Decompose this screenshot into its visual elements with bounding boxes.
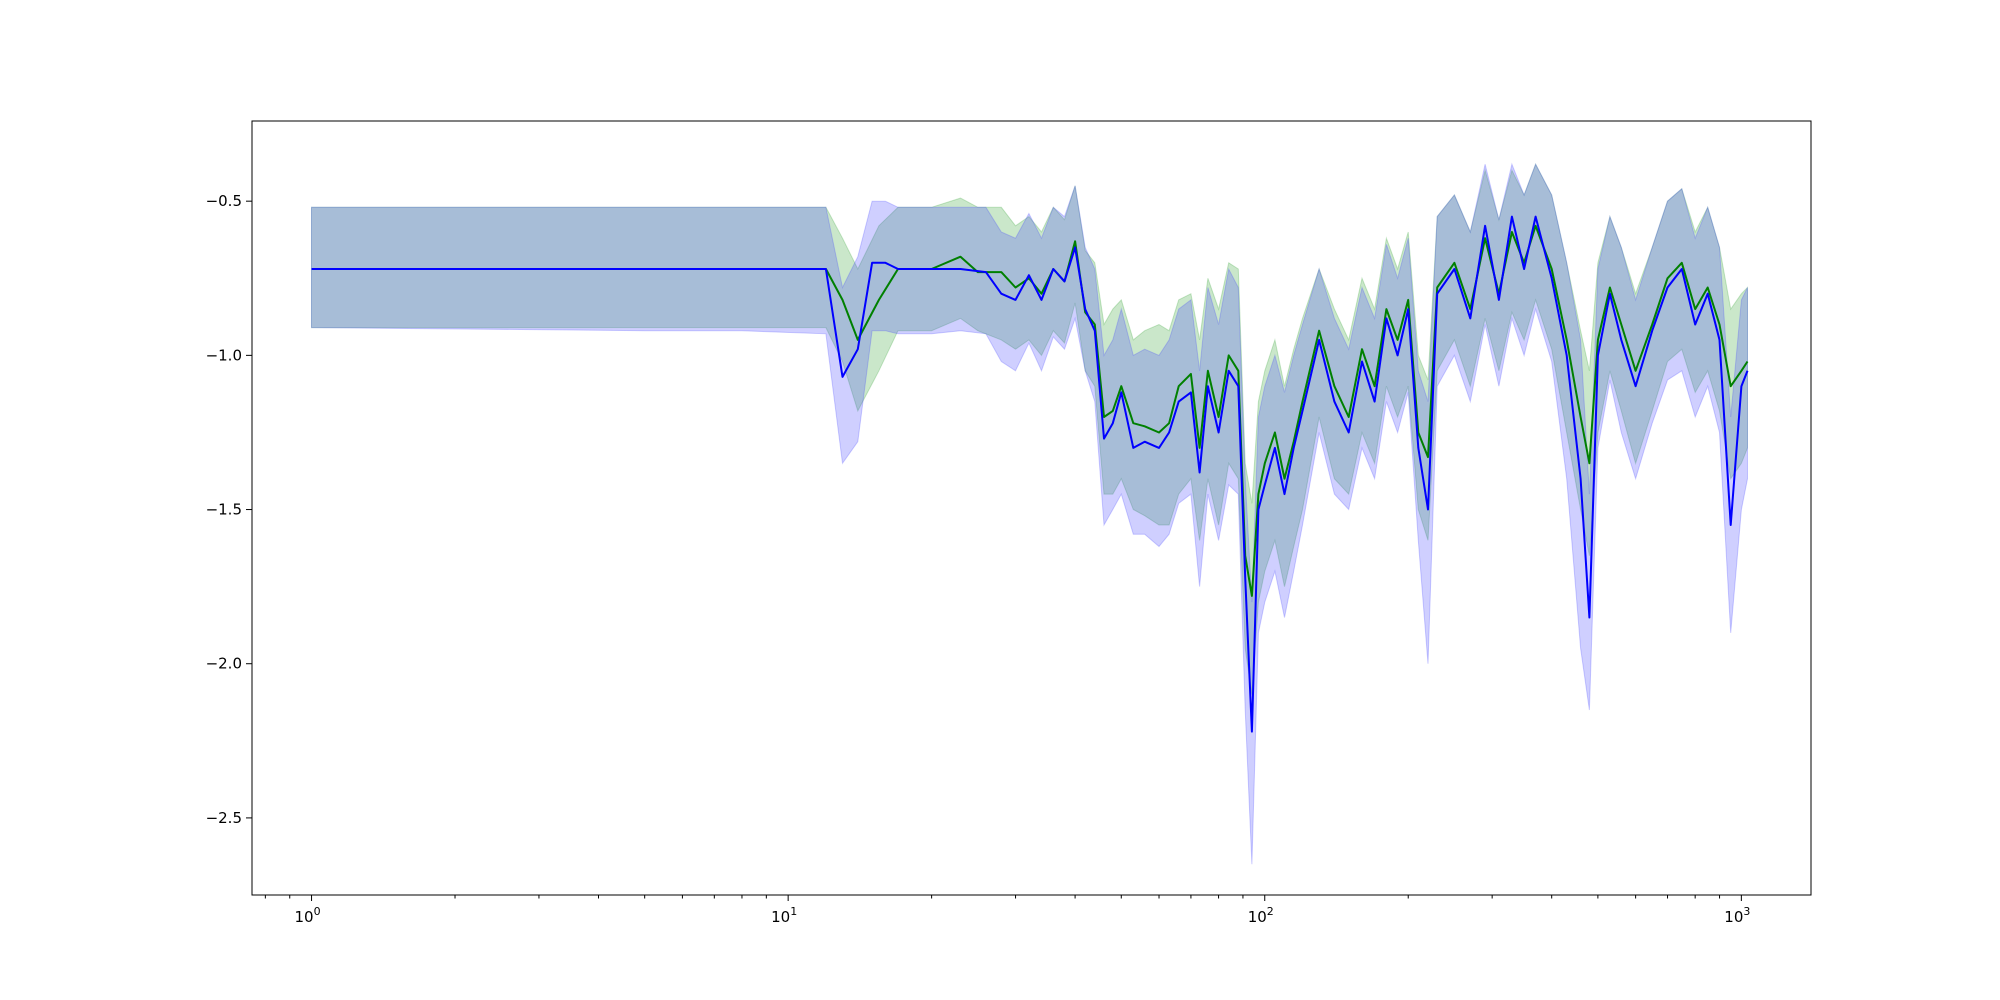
y-tick-label: −2.0 — [206, 655, 242, 673]
series-1-confidence-band — [311, 162, 1748, 695]
x-tick-label: 100 — [294, 905, 320, 926]
y-axis: −0.5 −1.0 −1.5 −2.0 −2.5 — [206, 192, 252, 827]
series-2-confidence-band — [311, 162, 1748, 865]
y-tick-label: −0.5 — [206, 192, 242, 210]
series-2-line — [311, 215, 1749, 733]
axes-frame — [251, 120, 1812, 896]
y-tick-label: −1.0 — [206, 346, 242, 364]
y-tick-label: −1.5 — [206, 501, 242, 519]
x-axis: 100 101 102 103 — [264, 895, 1750, 926]
x-tick-label: 103 — [1724, 905, 1750, 926]
x-tick-label: 102 — [1248, 905, 1274, 926]
y-tick-label: −2.5 — [206, 809, 242, 827]
x-tick-label: 101 — [771, 905, 797, 926]
plot-area — [311, 162, 1749, 865]
